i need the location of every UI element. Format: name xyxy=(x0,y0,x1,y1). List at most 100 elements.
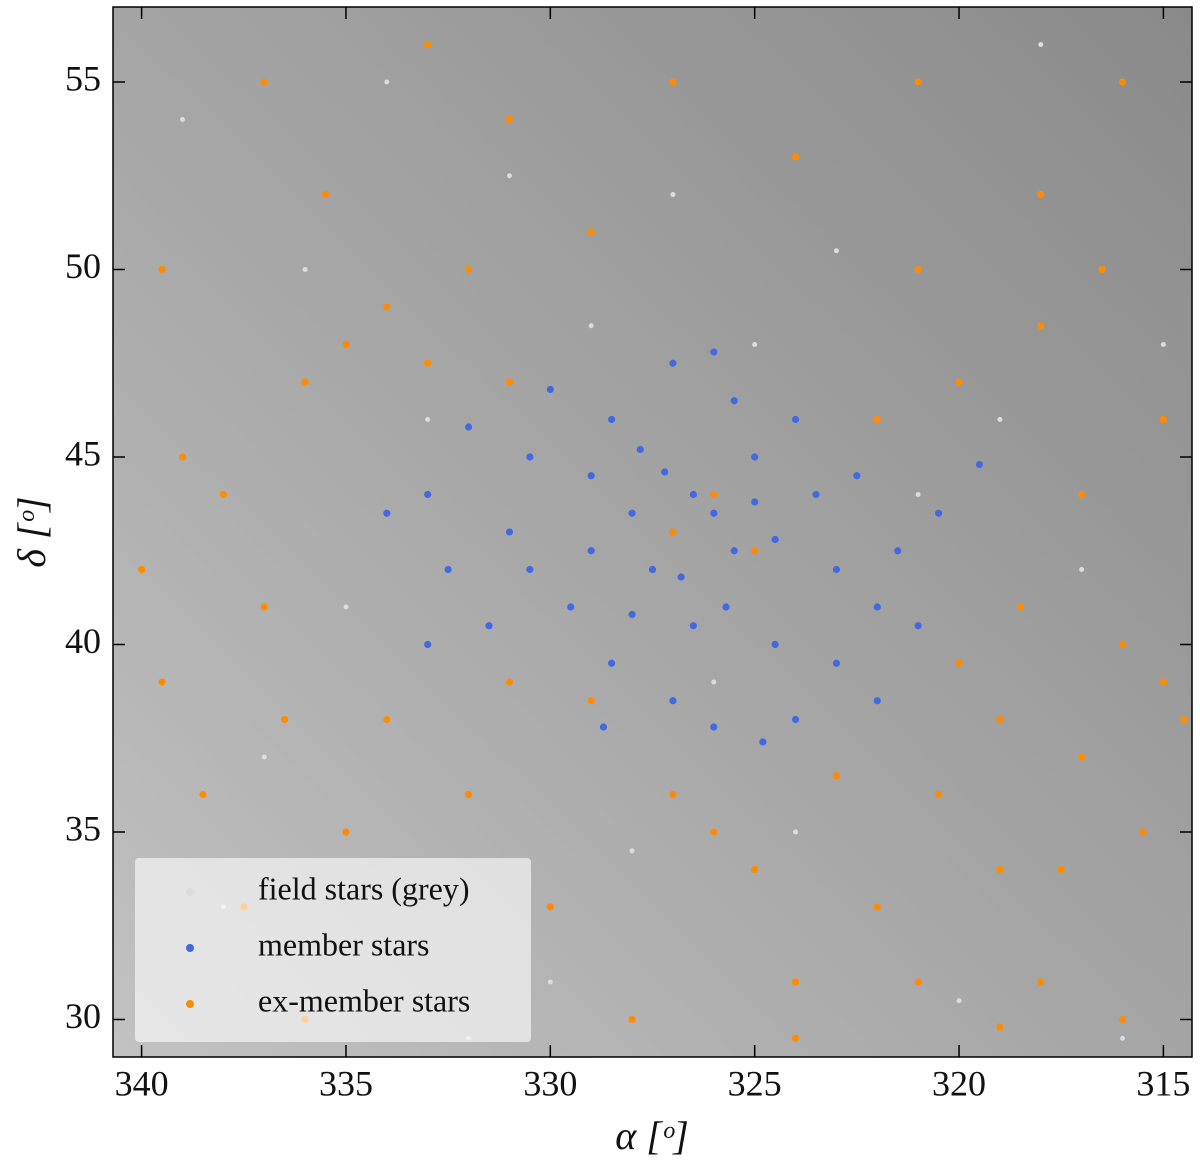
point xyxy=(669,359,677,367)
point xyxy=(711,679,717,685)
point xyxy=(975,460,984,469)
point xyxy=(812,490,820,499)
point xyxy=(179,117,185,122)
point xyxy=(342,828,350,836)
point xyxy=(955,659,963,667)
point xyxy=(1078,490,1086,499)
point xyxy=(669,790,677,799)
y-tick-label: 40 xyxy=(65,621,101,661)
point xyxy=(914,78,922,86)
point xyxy=(791,978,800,986)
point xyxy=(342,340,350,349)
point xyxy=(302,267,308,272)
point xyxy=(424,359,432,367)
point xyxy=(608,415,616,424)
y-tick-label: 50 xyxy=(65,246,101,286)
point xyxy=(853,472,861,480)
point xyxy=(1120,1035,1126,1041)
point xyxy=(587,472,595,480)
point xyxy=(955,378,963,386)
point xyxy=(730,397,738,405)
point xyxy=(424,490,432,499)
point xyxy=(791,715,800,724)
point xyxy=(791,1034,800,1042)
y-axis-label: δ [ᵒ] xyxy=(9,496,54,567)
point xyxy=(384,79,390,85)
point xyxy=(710,723,718,731)
point xyxy=(444,565,452,574)
point xyxy=(669,528,677,536)
point xyxy=(752,342,758,347)
point xyxy=(628,509,636,517)
point xyxy=(751,498,759,506)
point xyxy=(546,385,554,394)
x-tick-label: 325 xyxy=(728,1063,782,1103)
x-tick-label: 335 xyxy=(319,1063,373,1103)
point xyxy=(771,640,779,649)
point xyxy=(546,903,554,911)
point xyxy=(751,865,759,874)
point xyxy=(833,248,839,254)
point xyxy=(873,903,881,911)
point xyxy=(996,715,1004,724)
point xyxy=(670,192,676,197)
point xyxy=(1037,322,1045,330)
x-tick-label: 315 xyxy=(1136,1063,1190,1103)
x-tick-label: 340 xyxy=(115,1063,169,1103)
point xyxy=(383,303,391,311)
point xyxy=(1037,190,1045,199)
point xyxy=(587,228,595,236)
point xyxy=(914,265,922,274)
legend-label: ex-member stars xyxy=(258,982,470,1018)
point xyxy=(793,829,799,835)
point xyxy=(158,678,166,686)
point xyxy=(710,348,718,356)
point xyxy=(759,738,767,746)
point xyxy=(506,173,512,179)
point xyxy=(424,40,432,49)
y-tick-label: 35 xyxy=(65,808,101,848)
legend-box xyxy=(135,858,531,1042)
point xyxy=(1057,865,1065,874)
x-axis-label: α [ᵒ] xyxy=(615,1113,689,1158)
point xyxy=(996,865,1004,874)
point xyxy=(567,603,575,611)
point xyxy=(485,622,493,630)
x-tick-label: 330 xyxy=(523,1063,577,1103)
point xyxy=(771,535,779,544)
point xyxy=(1118,640,1127,649)
point xyxy=(1016,603,1024,611)
point xyxy=(997,417,1003,422)
legend-label: member stars xyxy=(258,926,430,962)
point xyxy=(996,1023,1004,1031)
x-tick-label: 320 xyxy=(932,1063,986,1103)
point xyxy=(464,423,473,431)
point xyxy=(791,153,800,161)
legend: field stars (grey) member stars ex-member … xyxy=(135,858,531,1042)
point xyxy=(710,828,718,836)
point xyxy=(425,417,431,422)
point xyxy=(934,509,943,517)
point xyxy=(915,492,921,497)
point xyxy=(710,509,718,517)
point xyxy=(383,509,391,517)
point xyxy=(505,528,514,536)
point xyxy=(343,604,349,610)
point xyxy=(1038,42,1044,47)
point xyxy=(677,573,685,581)
point xyxy=(1159,415,1167,424)
point xyxy=(894,547,902,555)
point xyxy=(751,453,759,461)
point xyxy=(587,547,595,555)
legend-label: field stars (grey) xyxy=(258,870,469,906)
point xyxy=(689,490,697,499)
y-tick-label: 30 xyxy=(65,996,101,1036)
point xyxy=(199,790,207,799)
point xyxy=(791,415,800,424)
point xyxy=(281,715,289,724)
point xyxy=(505,678,514,686)
point xyxy=(608,659,616,667)
point xyxy=(710,490,718,499)
point xyxy=(934,790,943,799)
